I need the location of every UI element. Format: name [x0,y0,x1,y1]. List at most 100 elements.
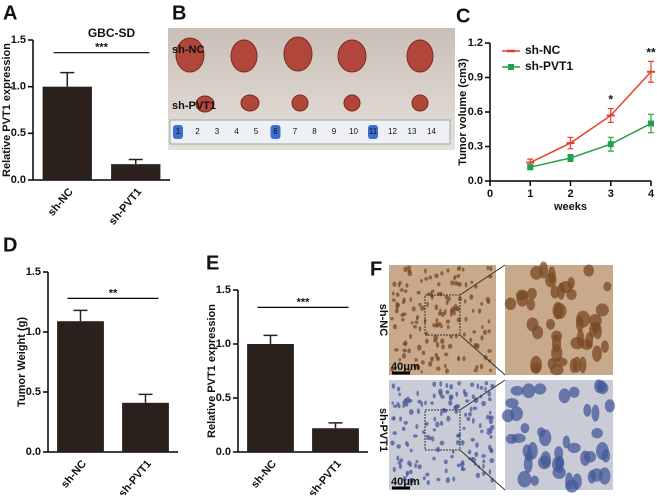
cell [567,277,575,289]
cell [448,394,453,399]
cell [517,471,532,488]
cell [458,265,462,271]
cell [481,400,487,407]
cell [403,289,408,294]
x-tick-label: 1 [527,188,533,200]
cell [454,409,459,414]
cell [401,426,406,431]
y-tick-label: 1.5 [216,284,231,296]
cell [488,415,492,419]
cell [390,440,395,446]
y-axis-label: Relative PVT1 expression [1,43,13,177]
cell [526,287,537,300]
y-tick-label: 0.3 [468,140,483,152]
cell [456,463,462,468]
cell [440,338,445,344]
cell [432,393,436,399]
cell [399,416,403,422]
cell [394,308,399,314]
cell [420,305,425,311]
cell [445,390,450,395]
cell [452,476,456,482]
cell [432,381,437,387]
x-axis-label: weeks [553,201,587,213]
cell [445,383,449,388]
cell [592,345,602,362]
cell [600,340,609,353]
cell [453,307,459,311]
cell [480,429,484,434]
cell [415,424,419,430]
tumor [291,94,309,112]
cell [488,418,493,425]
cell [439,440,445,446]
cell [425,338,429,344]
cell [596,382,609,395]
cell [438,388,443,395]
cell [601,449,611,463]
cell [406,265,412,272]
zoom-box [424,409,461,451]
cell [449,384,454,390]
cell [479,386,484,390]
cell [452,310,456,316]
cell [396,444,401,449]
cell [432,428,437,432]
cell [420,370,423,374]
cell [436,366,441,371]
error-bar [60,71,75,87]
cell [430,401,434,405]
y-axis-label: Tumor Weight (g) [16,317,28,407]
ruler-label: 5 [254,127,259,136]
y-tick-label: 0.0 [216,446,231,458]
cell [464,316,468,322]
panel-label: C [456,5,470,27]
cell [510,406,523,422]
cell [565,479,579,493]
cell [441,344,445,350]
cell [520,423,530,434]
cell [569,358,578,374]
cell [487,397,492,402]
cell [488,469,492,475]
cell [504,297,517,311]
cell [549,364,564,376]
cell [407,368,411,373]
y-tick-label: 0.0 [468,175,483,187]
cell [395,301,399,308]
bar [122,402,169,452]
cell [424,277,429,281]
cell [454,333,458,339]
cell [445,477,450,484]
cell [434,304,439,311]
cell [462,332,466,337]
cell [603,281,612,292]
cell [469,382,475,387]
ruler-label: 6 [273,127,278,136]
y-tick-label: 1.5 [26,266,41,278]
legend-label: sh-PVT1 [525,59,573,73]
cell [530,362,541,374]
cell [412,325,417,329]
cell [551,330,563,342]
cell [435,421,440,428]
cell [482,329,488,335]
y-tick-label: 1.0 [216,338,231,350]
cell [435,322,438,328]
cell [404,403,409,407]
cell [557,282,566,300]
cell [426,301,429,308]
cell [472,330,477,334]
x-tick-label: sh-NC [249,458,279,491]
panel-label: F [370,258,382,280]
cell [402,475,407,482]
cell [474,343,479,349]
cell [392,324,398,330]
cell [489,368,493,372]
cell [466,416,471,422]
cell [390,367,395,372]
cell [456,357,460,361]
cell [462,356,466,362]
error-bar [128,158,143,165]
cell [470,437,476,442]
